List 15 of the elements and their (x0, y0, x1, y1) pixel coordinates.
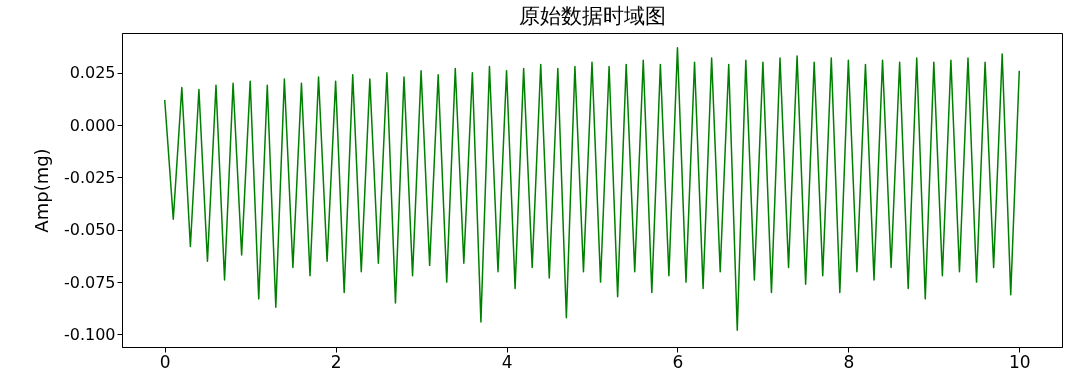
line-series (163, 46, 1021, 331)
y-tick-label: -0.050 (63, 220, 116, 240)
x-tick-label: 2 (330, 351, 342, 372)
y-tick-label: -0.075 (63, 272, 116, 292)
x-tick-label: 10 (1008, 351, 1031, 372)
y-tick-label: 0.025 (69, 63, 116, 83)
y-tick-label: -0.100 (63, 324, 116, 344)
y-tick-label: 0.000 (69, 115, 116, 135)
x-tick-label: 8 (843, 351, 855, 372)
x-tick-label: 0 (159, 351, 171, 372)
x-tick-label: 6 (672, 351, 684, 372)
chart-title: 原始数据时域图 (518, 4, 666, 28)
y-axis-title: Amp(mg) (30, 148, 52, 233)
x-tick-label: 4 (501, 351, 513, 372)
y-tick-label: -0.025 (63, 167, 116, 187)
